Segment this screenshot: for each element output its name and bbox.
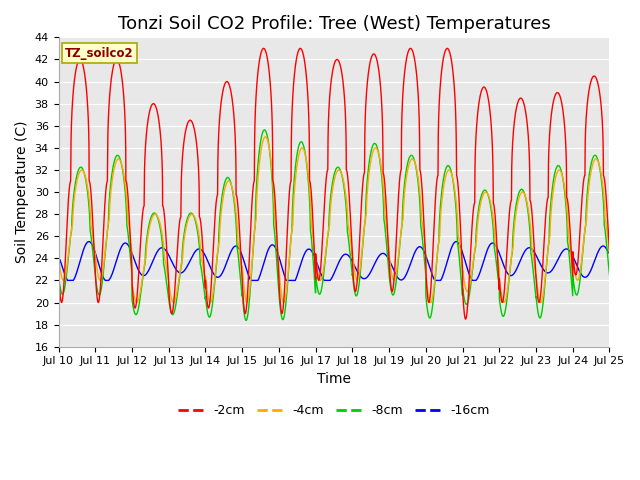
-4cm bbox=[500, 300, 508, 305]
-2cm bbox=[427, 285, 435, 291]
-2cm bbox=[444, 46, 451, 51]
-4cm bbox=[54, 253, 62, 259]
-4cm bbox=[262, 134, 269, 140]
-2cm bbox=[154, 110, 161, 116]
-16cm bbox=[458, 247, 465, 253]
-4cm bbox=[427, 300, 435, 305]
Line: -2cm: -2cm bbox=[58, 48, 609, 319]
-2cm bbox=[54, 269, 62, 275]
-4cm bbox=[314, 267, 321, 273]
-16cm bbox=[605, 251, 613, 256]
-8cm bbox=[489, 221, 497, 227]
Line: -16cm: -16cm bbox=[58, 241, 609, 280]
-16cm bbox=[489, 240, 497, 246]
-8cm bbox=[428, 312, 435, 318]
-2cm bbox=[605, 240, 612, 245]
-16cm bbox=[154, 248, 162, 254]
-4cm bbox=[154, 214, 161, 219]
-8cm bbox=[314, 287, 321, 292]
-16cm bbox=[54, 255, 62, 261]
Legend: -2cm, -4cm, -8cm, -16cm: -2cm, -4cm, -8cm, -16cm bbox=[173, 399, 495, 422]
-16cm bbox=[314, 262, 321, 268]
-8cm bbox=[605, 272, 613, 277]
-4cm bbox=[489, 212, 497, 217]
-4cm bbox=[605, 251, 613, 257]
-2cm bbox=[605, 247, 613, 253]
Text: TZ_soilco2: TZ_soilco2 bbox=[65, 47, 134, 60]
-2cm bbox=[489, 160, 497, 166]
-8cm bbox=[260, 127, 268, 133]
Title: Tonzi Soil CO2 Profile: Tree (West) Temperatures: Tonzi Soil CO2 Profile: Tree (West) Temp… bbox=[118, 15, 550, 33]
-16cm bbox=[605, 250, 612, 256]
-8cm bbox=[54, 273, 62, 278]
Line: -8cm: -8cm bbox=[58, 130, 609, 321]
Line: -4cm: -4cm bbox=[58, 137, 609, 302]
-8cm bbox=[243, 318, 250, 324]
-16cm bbox=[428, 269, 435, 275]
-16cm bbox=[64, 277, 72, 283]
-8cm bbox=[154, 215, 161, 220]
Y-axis label: Soil Temperature (C): Soil Temperature (C) bbox=[15, 121, 29, 263]
-4cm bbox=[605, 246, 612, 252]
-4cm bbox=[458, 259, 465, 265]
-2cm bbox=[461, 316, 469, 322]
-2cm bbox=[458, 246, 465, 252]
X-axis label: Time: Time bbox=[317, 372, 351, 386]
-2cm bbox=[314, 272, 321, 277]
-8cm bbox=[458, 283, 465, 288]
-16cm bbox=[85, 239, 93, 244]
-8cm bbox=[605, 267, 612, 273]
